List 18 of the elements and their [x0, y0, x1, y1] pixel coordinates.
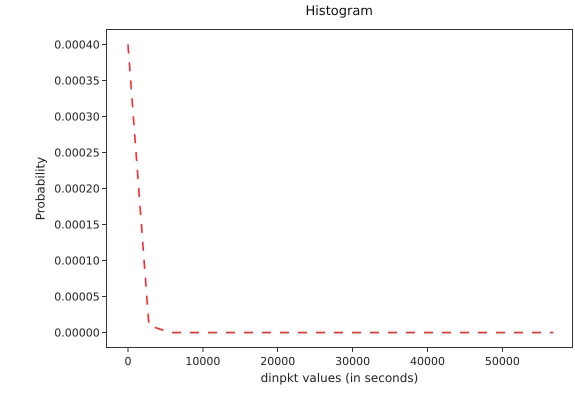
y-tick-label: 0.00040 [54, 38, 100, 52]
y-axis-title: Probability [34, 156, 48, 220]
y-tick-label: 0.00035 [54, 74, 100, 88]
y-tick-label: 0.00030 [54, 110, 100, 124]
x-tick-label: 20000 [260, 355, 296, 368]
y-tick-label: 0.00025 [54, 146, 100, 160]
y-tick-label: 0.00000 [54, 326, 100, 340]
x-tick-label: 10000 [185, 355, 220, 368]
x-tick-label: 30000 [335, 355, 370, 368]
y-tick-label: 0.00015 [54, 218, 100, 232]
y-tick-label: 0.00005 [54, 290, 100, 304]
x-axis-title: dinpkt values (in seconds) [260, 371, 418, 386]
chart-title: Histogram [306, 4, 373, 20]
x-tick-label: 40000 [410, 355, 445, 368]
y-tick-label: 0.00020 [54, 182, 100, 196]
y-tick-label: 0.00010 [54, 254, 100, 268]
x-tick-label: 0 [124, 355, 132, 368]
x-tick-label: 50000 [484, 355, 520, 368]
